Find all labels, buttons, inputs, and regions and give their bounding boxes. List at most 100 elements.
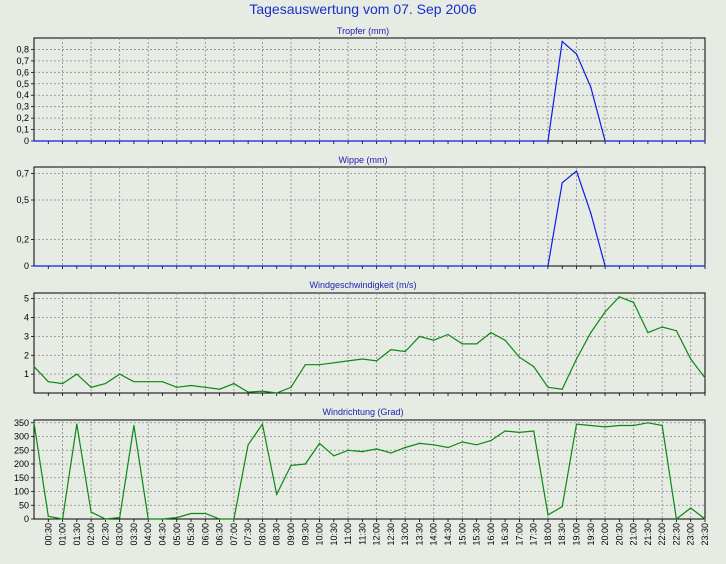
data-point bbox=[547, 265, 549, 267]
x-tick-label: 18:00 bbox=[543, 523, 553, 546]
data-point bbox=[76, 423, 78, 425]
data-point bbox=[575, 423, 578, 425]
y-tick-label: 1 bbox=[24, 369, 29, 379]
data-point bbox=[147, 381, 149, 383]
data-point bbox=[433, 339, 435, 341]
data-point bbox=[604, 265, 606, 267]
data-point bbox=[675, 330, 678, 332]
x-tick-label: 06:00 bbox=[200, 523, 210, 546]
data-point bbox=[504, 430, 506, 432]
plot-area bbox=[33, 166, 706, 267]
x-tick-label: 12:30 bbox=[386, 523, 396, 546]
data-point bbox=[704, 518, 706, 520]
x-tick-label: 21:30 bbox=[643, 523, 653, 546]
data-point bbox=[290, 464, 292, 466]
data-point bbox=[376, 360, 378, 362]
data-point bbox=[518, 356, 521, 358]
data-point bbox=[33, 265, 35, 267]
data-point bbox=[390, 452, 392, 454]
series-line bbox=[33, 422, 706, 521]
y-tick-label: 0,2 bbox=[16, 235, 29, 245]
y-tick-label: 0,4 bbox=[16, 90, 29, 100]
y-tick-label: 0 bbox=[24, 514, 29, 524]
data-point bbox=[104, 518, 106, 520]
data-point bbox=[104, 382, 106, 385]
data-point bbox=[447, 446, 449, 449]
x-tick-label: 14:30 bbox=[443, 523, 453, 546]
data-point bbox=[247, 391, 249, 393]
data-point bbox=[61, 382, 64, 385]
y-tick-label: 200 bbox=[14, 459, 29, 469]
data-point bbox=[561, 40, 563, 43]
data-point bbox=[304, 364, 306, 366]
chart-title-windgeschwindigkeit: Windgeschwindigkeit (m/s) bbox=[309, 280, 417, 290]
data-point bbox=[133, 424, 135, 427]
series-line bbox=[33, 296, 706, 394]
x-tick-label: 10:30 bbox=[329, 523, 339, 546]
data-point bbox=[404, 350, 406, 353]
y-tick-label: 0,7 bbox=[16, 169, 29, 179]
x-tick-label: 04:30 bbox=[157, 523, 167, 546]
data-point bbox=[418, 335, 421, 337]
data-point bbox=[176, 386, 178, 388]
x-tick-label: 22:30 bbox=[671, 523, 681, 546]
data-point bbox=[447, 333, 449, 336]
chart-panel-0: 00,1 0,20,3 0,40,5 0,60,7 0,8 bbox=[16, 37, 706, 146]
data-point bbox=[176, 517, 178, 519]
data-point bbox=[661, 326, 663, 328]
data-point bbox=[347, 449, 349, 451]
x-tick-label: 04:00 bbox=[143, 523, 153, 546]
data-point bbox=[561, 182, 563, 184]
data-point bbox=[218, 518, 221, 520]
x-tick-label: 09:30 bbox=[300, 523, 310, 546]
chart-panel-1: 0 0,2 0,5 0,7 bbox=[16, 166, 706, 271]
data-point bbox=[518, 431, 521, 433]
data-point bbox=[590, 332, 592, 334]
x-tick-label: 10:00 bbox=[315, 523, 325, 546]
x-tick-label: 03:00 bbox=[115, 523, 125, 546]
x-tick-label: 13:00 bbox=[400, 523, 410, 546]
data-point bbox=[547, 386, 549, 388]
data-point bbox=[376, 448, 378, 450]
y-tick-label: 0,7 bbox=[16, 56, 29, 66]
x-tick-label: 02:30 bbox=[100, 523, 110, 546]
x-tick-label: 01:00 bbox=[58, 523, 68, 546]
data-point bbox=[675, 518, 678, 520]
x-tick-label: 19:30 bbox=[586, 523, 596, 546]
chart-title-windrichtung: Windrichtung (Grad) bbox=[322, 407, 404, 417]
x-tick-label: 08:30 bbox=[272, 523, 282, 546]
data-point bbox=[233, 382, 235, 385]
x-tick-label: 05:30 bbox=[186, 523, 196, 546]
data-point bbox=[704, 140, 706, 142]
data-point bbox=[233, 518, 235, 520]
data-point bbox=[590, 212, 592, 214]
x-tick-label: 11:00 bbox=[343, 523, 353, 545]
data-point bbox=[119, 373, 121, 375]
y-tick-label: 3 bbox=[24, 331, 29, 341]
x-tick-label: 15:30 bbox=[472, 523, 482, 546]
x-tick-label: 14:00 bbox=[429, 523, 439, 546]
chart-panel-2: 1 2 3 4 5 bbox=[24, 292, 706, 396]
data-point bbox=[490, 440, 492, 442]
y-tick-label: 300 bbox=[14, 432, 29, 442]
y-tick-label: 0 bbox=[24, 136, 29, 146]
x-tick-label: 06:30 bbox=[215, 523, 225, 546]
plot-area bbox=[33, 292, 706, 394]
data-point bbox=[90, 386, 92, 388]
data-point bbox=[433, 444, 435, 446]
data-point bbox=[575, 358, 578, 360]
data-point bbox=[590, 424, 592, 427]
x-tick-label: 07:30 bbox=[243, 523, 253, 546]
data-point bbox=[90, 511, 92, 513]
chart-title-tropfer: Tropfer (mm) bbox=[336, 26, 390, 36]
x-tick-label: 00:30 bbox=[43, 523, 53, 546]
x-tick-label: 11:30 bbox=[357, 523, 367, 545]
data-point bbox=[318, 364, 321, 366]
data-point bbox=[661, 424, 663, 427]
y-tick-label: 2 bbox=[24, 350, 29, 360]
data-point bbox=[33, 140, 35, 142]
data-point bbox=[76, 373, 78, 375]
data-point bbox=[318, 442, 321, 444]
data-point bbox=[633, 424, 635, 427]
data-point bbox=[119, 517, 121, 519]
